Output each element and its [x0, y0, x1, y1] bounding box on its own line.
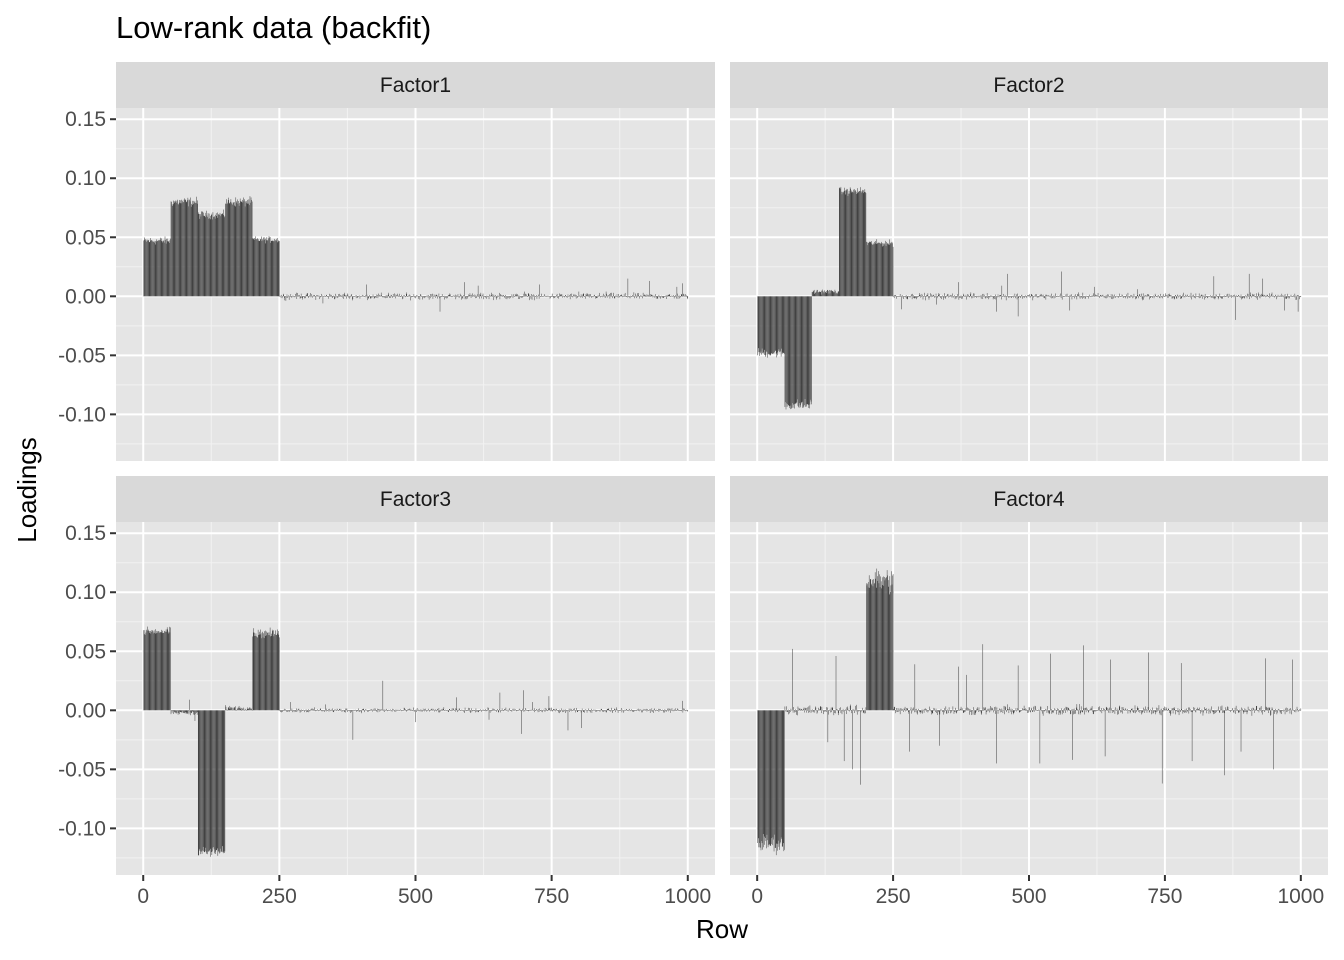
y-tick-label: -0.05 — [58, 758, 106, 781]
facet-strip-label: Factor3 — [380, 488, 451, 511]
facet-factor3: Factor3 -0.10 -0.05 0.00 0.05 0.10 0.15 0 250 500… — [58, 476, 715, 908]
y-tick-label: -0.05 — [58, 344, 106, 367]
bars — [143, 626, 689, 857]
facet-strip — [730, 62, 1328, 108]
x-tick-label: 250 — [262, 885, 297, 908]
x-tick-label: 0 — [751, 885, 763, 908]
facet-factor4: Factor4 0 250 500 750 1000 — [730, 476, 1328, 908]
x-tick-label: 0 — [137, 885, 149, 908]
x-tick-label: 500 — [1011, 885, 1046, 908]
facet-strip-label: Factor4 — [993, 488, 1065, 511]
x-axis-title: Row — [696, 914, 748, 944]
y-tick-label: 0.15 — [65, 108, 106, 131]
facet-strip — [730, 476, 1328, 522]
bars — [757, 568, 1302, 856]
y-tick-label: -0.10 — [58, 403, 106, 426]
bars — [143, 196, 689, 312]
y-tick-label: 0.05 — [65, 640, 106, 663]
x-tick-label: 500 — [398, 885, 433, 908]
facet-strip-label: Factor2 — [993, 74, 1064, 97]
y-tick-label: 0.10 — [65, 581, 106, 604]
x-tick-label: 250 — [876, 885, 911, 908]
facet-factor1: Factor1 -0.10 -0.05 0.00 0.05 0.10 0.15 — [58, 62, 715, 461]
facet-strip — [116, 476, 715, 522]
x-tick-label: 750 — [1147, 885, 1182, 908]
y-tick-label: 0.00 — [65, 699, 106, 722]
y-axis-title: Loadings — [12, 437, 42, 543]
y-tick-label: 0.15 — [65, 522, 106, 545]
y-tick-label: 0.10 — [65, 167, 106, 190]
y-tick-label: 0.05 — [65, 226, 106, 249]
y-tick-label: 0.00 — [65, 285, 106, 308]
facet-factor2: Factor2 — [730, 62, 1328, 461]
facet-strip-label: Factor1 — [380, 74, 451, 97]
bars — [757, 186, 1302, 410]
x-tick-label: 1000 — [1277, 885, 1324, 908]
x-tick-label: 750 — [534, 885, 569, 908]
chart-title: Low-rank data (backfit) — [116, 10, 431, 45]
facet-strip — [116, 62, 715, 108]
y-tick-label: -0.10 — [58, 817, 106, 840]
x-tick-label: 1000 — [664, 885, 711, 908]
facet-grid: Factor1 -0.10 -0.05 0.00 0.05 0.10 0.15 Factor2… — [58, 62, 1328, 908]
